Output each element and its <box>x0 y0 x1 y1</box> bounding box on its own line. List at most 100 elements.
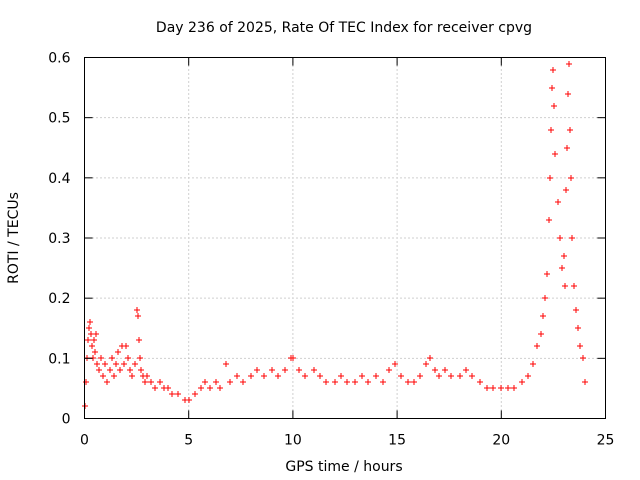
data-point <box>92 349 98 355</box>
data-point <box>85 337 91 343</box>
data-point <box>498 385 504 391</box>
data-point <box>121 361 127 367</box>
data-point <box>137 355 143 361</box>
x-tick-label: 20 <box>492 433 510 449</box>
data-point <box>519 379 525 385</box>
data-point <box>490 385 496 391</box>
axis-ticks <box>84 57 606 419</box>
data-point <box>136 337 142 343</box>
data-point <box>113 361 119 367</box>
data-point <box>290 355 296 361</box>
data-point <box>530 361 536 367</box>
y-tick-label: 0.1 <box>48 351 70 367</box>
data-point <box>417 373 423 379</box>
grid-lines <box>84 57 606 419</box>
data-point <box>111 373 117 379</box>
data-point <box>582 379 588 385</box>
data-point <box>569 235 575 241</box>
data-point <box>125 355 131 361</box>
data-point <box>332 379 338 385</box>
data-point <box>132 361 138 367</box>
data-point <box>148 379 154 385</box>
data-point <box>175 391 181 397</box>
data-point <box>104 379 110 385</box>
data-point <box>213 379 219 385</box>
data-point <box>240 379 246 385</box>
data-point <box>98 355 104 361</box>
data-point <box>100 373 106 379</box>
data-point <box>223 361 229 367</box>
data-point <box>405 379 411 385</box>
data-point <box>427 355 433 361</box>
data-point <box>115 349 121 355</box>
data-point <box>198 385 204 391</box>
y-tick-label: 0.2 <box>48 291 70 307</box>
data-point <box>557 235 563 241</box>
data-point <box>564 145 570 151</box>
data-point <box>93 331 99 337</box>
data-point <box>282 367 288 373</box>
y-tick-label: 0 <box>62 412 71 428</box>
data-point <box>91 337 97 343</box>
data-point <box>538 331 544 337</box>
data-point <box>317 373 323 379</box>
data-point <box>296 367 302 373</box>
data-point <box>411 379 417 385</box>
y-tick-labels: 0 0.1 0.2 0.3 0.4 0.5 0.6 <box>48 51 70 428</box>
data-point <box>169 391 175 397</box>
data-point <box>540 313 546 319</box>
data-point <box>275 373 281 379</box>
data-point <box>117 367 123 373</box>
data-point <box>144 373 150 379</box>
data-point <box>552 151 558 157</box>
data-point <box>96 367 102 373</box>
data-point <box>577 343 583 349</box>
data-point <box>344 379 350 385</box>
data-point <box>566 61 572 67</box>
data-point <box>423 361 429 367</box>
data-point <box>254 367 260 373</box>
data-point <box>102 361 108 367</box>
data-point <box>550 67 556 73</box>
data-point <box>83 379 89 385</box>
data-point <box>269 367 275 373</box>
data-point <box>134 307 140 313</box>
data-point <box>568 175 574 181</box>
data-point <box>373 373 379 379</box>
data-point <box>549 85 555 91</box>
data-point <box>129 373 135 379</box>
data-point <box>227 379 233 385</box>
data-point <box>192 391 198 397</box>
y-tick-label: 0.6 <box>48 51 70 67</box>
data-point <box>562 283 568 289</box>
data-point <box>207 385 213 391</box>
data-point <box>563 187 569 193</box>
data-point <box>580 355 586 361</box>
data-point <box>567 127 573 133</box>
data-point <box>89 343 95 349</box>
data-point <box>542 295 548 301</box>
data-point <box>571 283 577 289</box>
data-point <box>551 103 557 109</box>
data-point <box>573 307 579 313</box>
y-tick-label: 0.3 <box>48 231 70 247</box>
data-point <box>534 343 540 349</box>
data-point <box>202 379 208 385</box>
data-point <box>261 373 267 379</box>
data-point <box>186 397 192 403</box>
data-point <box>477 379 483 385</box>
data-point <box>544 271 550 277</box>
data-point <box>505 385 511 391</box>
data-point <box>323 379 329 385</box>
data-point <box>525 373 531 379</box>
data-point <box>469 373 475 379</box>
data-point <box>565 91 571 97</box>
x-tick-label: 0 <box>80 433 89 449</box>
data-point <box>127 367 133 373</box>
data-point <box>352 379 358 385</box>
data-point <box>386 367 392 373</box>
x-tick-label: 25 <box>597 433 615 449</box>
x-axis-title: GPS time / hours <box>285 459 402 475</box>
data-point <box>392 361 398 367</box>
